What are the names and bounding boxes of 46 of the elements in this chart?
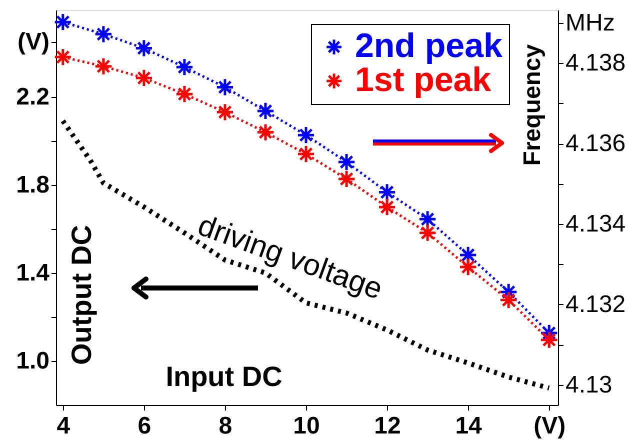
point — [296, 144, 316, 164]
y2-tick-label: 4.136 — [566, 130, 626, 158]
point — [378, 182, 396, 202]
point — [540, 330, 558, 350]
y-tick-label: 1.4 — [16, 259, 50, 286]
point — [134, 68, 154, 88]
point — [94, 57, 113, 76]
point — [134, 38, 154, 58]
x-tick-label: 14 — [455, 412, 483, 440]
point — [296, 126, 316, 144]
y-tick-label: 2.2 — [16, 83, 50, 110]
x-tick-label: 10 — [293, 412, 320, 440]
y-tick-label: 1.0 — [16, 347, 50, 374]
y2-axis-title: Frequency — [519, 44, 546, 166]
x-tick-label: 8 — [218, 412, 232, 440]
point — [458, 258, 478, 276]
y2-tick-label: 4.138 — [566, 50, 626, 77]
point — [54, 48, 72, 66]
point — [94, 24, 113, 44]
point — [256, 122, 275, 142]
legend-label: 2nd peak — [355, 27, 502, 65]
point — [418, 224, 437, 242]
y2-tick-label: 4.134 — [566, 210, 626, 238]
y2-tick-label: 4.132 — [566, 290, 626, 318]
point — [418, 210, 437, 228]
x-tick-label: 6 — [138, 412, 152, 440]
point — [216, 78, 234, 97]
y-tick-label: 1.8 — [16, 171, 50, 198]
y2-tick-label: MHz — [566, 9, 615, 36]
point — [175, 58, 194, 76]
x-tick-label: 4 — [56, 412, 71, 440]
point — [337, 170, 356, 188]
y2-tick-label: 4.13 — [566, 371, 612, 398]
x-tick-label: (V) — [534, 412, 566, 440]
point — [256, 102, 275, 120]
point — [378, 198, 396, 216]
point — [499, 290, 518, 310]
x-axis-title: Input DC — [166, 361, 282, 392]
x-tick-label: 12 — [374, 412, 401, 440]
y-axis-title: Output DC — [66, 225, 97, 365]
y-tick-label: (V) — [18, 28, 50, 56]
annotation: driving voltage — [194, 208, 387, 306]
point — [175, 84, 194, 104]
point — [54, 12, 72, 32]
point — [216, 102, 234, 122]
point — [337, 152, 356, 172]
